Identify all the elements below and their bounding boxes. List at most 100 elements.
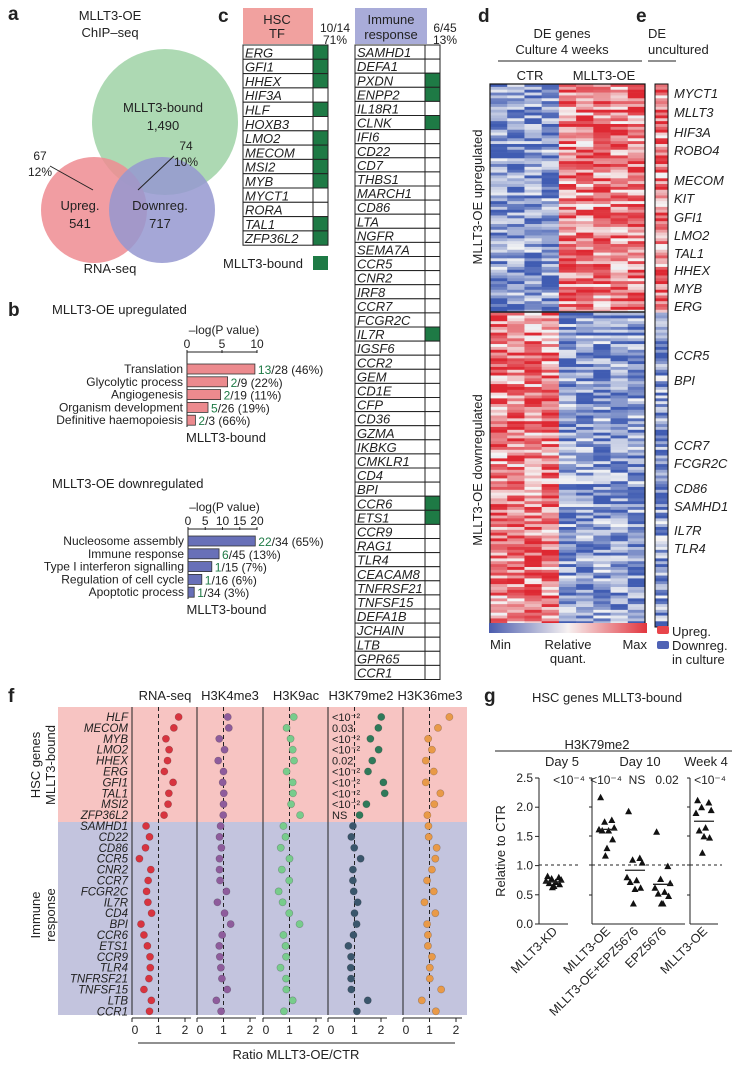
heatmap-cell (610, 526, 629, 531)
heatmap-cell (490, 269, 508, 273)
data-point (431, 1007, 440, 1016)
heatmap-cell (610, 232, 629, 236)
bound-marker-empty (424, 298, 441, 314)
uncultured-cell (655, 472, 668, 476)
heatmap-cell (507, 435, 525, 439)
heatmap-cell (507, 558, 525, 562)
heatmap-cell (593, 584, 611, 588)
bar-value-label: 2/9 (22%) (231, 376, 283, 390)
heatmap-cell (541, 226, 560, 231)
data-point (424, 734, 433, 743)
gene-name: GPR65 (357, 651, 400, 666)
heatmap-cell (576, 215, 594, 219)
heatmap-cell (610, 498, 629, 502)
heatmap-cell (558, 532, 577, 536)
data-point-triangle (653, 828, 661, 835)
heatmap-cell (593, 561, 611, 565)
heatmap-cell (524, 586, 542, 591)
heatmap-cell (507, 424, 525, 428)
gene-label: ETS1 (99, 941, 128, 953)
heatmap-cell (593, 158, 611, 162)
heatmap-cell (558, 598, 577, 602)
heatmap-cell (541, 461, 560, 465)
heatmap-cell (558, 409, 577, 413)
heatmap-cell (610, 275, 629, 279)
heatmap-cell (507, 564, 525, 568)
data-point (296, 811, 304, 819)
heatmap-cell (627, 144, 646, 148)
bound-marker-filled (424, 72, 441, 88)
heatmap-cell (524, 312, 542, 316)
data-point-triangle (694, 796, 702, 804)
heatmap-cell (490, 458, 508, 462)
heatmap-cell (541, 284, 560, 288)
heatmap-cell (627, 495, 646, 499)
heatmap-cell (507, 438, 525, 442)
heatmap-cell (558, 446, 577, 451)
heatmap-cell (576, 315, 594, 319)
heatmap-cell (490, 84, 508, 88)
heatmap-cell (576, 281, 594, 285)
heatmap-cell (610, 521, 629, 525)
heatmap-cell (576, 275, 594, 279)
heatmap-cell (558, 286, 577, 291)
data-point-triangle (626, 878, 634, 885)
heatmap-cell (610, 109, 629, 113)
uncultured-gene-label: HIF3A (674, 125, 711, 140)
heatmap-cell (627, 618, 646, 622)
heatmap-cell (593, 352, 611, 356)
heatmap-cell (576, 92, 594, 96)
heatmap-cell (490, 569, 508, 573)
bound-marker-empty (424, 552, 441, 568)
heatmap-cell (507, 372, 525, 376)
bound-marker-filled (424, 495, 441, 511)
heatmap-cell (610, 352, 629, 356)
heatmap-cell (576, 104, 594, 108)
heatmap-cell (576, 318, 594, 322)
heatmap-cell (507, 249, 525, 253)
heatmap-subheader: Culture 4 weeks (515, 42, 609, 57)
heatmap-cell (576, 441, 594, 445)
heatmap-cell (576, 249, 594, 253)
heatmap-cell (490, 184, 508, 188)
uncultured-cell (655, 164, 668, 168)
heatmap-cell (524, 198, 542, 202)
heatmap-cell (524, 438, 542, 442)
gene-name: CCR6 (357, 496, 393, 511)
uncultured-cell (655, 566, 668, 571)
heatmap-cell (593, 572, 611, 576)
heatmap-cell (524, 249, 542, 253)
heatmap-cell (541, 306, 560, 311)
heatmap-cell (576, 349, 594, 353)
heatmap-cell (490, 606, 508, 611)
heatmap-cell (490, 335, 508, 339)
heatmap-cell (593, 169, 611, 173)
heatmap-cell (558, 346, 577, 351)
data-point (140, 985, 148, 994)
data-point (142, 822, 150, 830)
heatmap-cell (524, 561, 542, 565)
heatmap-cell (490, 169, 508, 173)
heatmap-cell (541, 398, 560, 402)
venn-circle-downreg (109, 157, 215, 263)
venn-overlap-up-pct: 12% (28, 165, 52, 179)
data-point-triangle (657, 875, 665, 883)
heatmap-cell (490, 392, 508, 396)
heatmap-cell (627, 126, 646, 131)
uncultured-gene-label: MYB (674, 281, 703, 296)
heatmap-cell (524, 326, 542, 331)
bound-marker-filled (312, 173, 329, 189)
bar-value-label: 1/34 (3%) (197, 586, 249, 600)
heatmap-cell (627, 438, 646, 442)
heatmap-cell (507, 486, 525, 491)
heatmap-cell (507, 366, 525, 371)
heatmap-cell (610, 409, 629, 413)
heatmap-cell (524, 278, 542, 282)
heatmap-cell (541, 444, 560, 448)
heatmap-cell (524, 461, 542, 465)
heatmap-cell (558, 384, 577, 388)
heatmap-cell (610, 544, 629, 548)
heatmap-cell (627, 401, 646, 405)
heatmap-cell (524, 412, 542, 416)
uncultured-cell (655, 349, 668, 353)
